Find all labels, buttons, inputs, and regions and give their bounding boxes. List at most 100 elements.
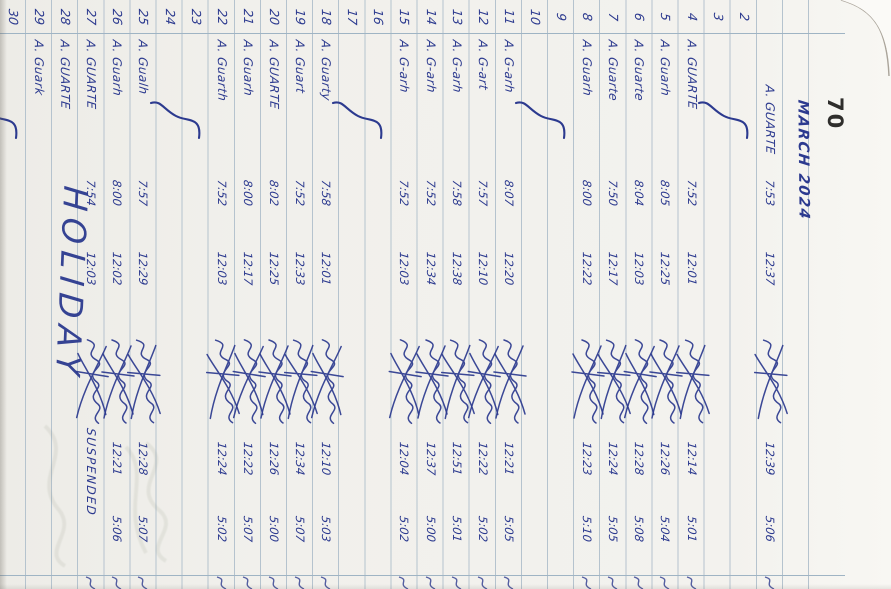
edge-initials-mark: [447, 576, 467, 589]
time-out-noon: 12:03: [397, 251, 412, 286]
employee-name: A. GUARTE: [83, 39, 99, 111]
time-in-am: 8:07: [501, 179, 517, 207]
time-in-pm: 12:28: [632, 441, 647, 476]
page-edge-shadow: [0, 0, 7, 589]
time-in-am: 7:52: [423, 179, 438, 207]
ledger-row: 15 A. G-arh 7:52 12:03 12:04 5:02: [389, 0, 423, 589]
month-header: MARCH 2024: [794, 99, 812, 221]
time-in-am: 8:05: [658, 179, 673, 207]
ledger-row: 26 A. Guarh 8:00 12:02 12:21 5:06: [101, 0, 136, 589]
ledger-row: 13 A. G-arh 7:58 12:38 12:51 5:01: [440, 0, 475, 589]
employee-name: A. Guarh: [240, 39, 256, 97]
ledger-row: 25 A. Gualh 7:57 12:29 12:28 5:07: [127, 0, 162, 589]
employee-name: A. Guarh: [579, 39, 595, 97]
day-number: 9: [554, 12, 570, 22]
ledger-row: 30: [0, 0, 26, 589]
employee-name: A. GUARTE: [266, 39, 282, 111]
time-in-am: 7:52: [397, 179, 412, 207]
ledger-row: 10: [522, 0, 548, 589]
employee-name: A. Guarh: [110, 39, 125, 97]
signature-scribble: [386, 330, 424, 430]
edge-initials-mark: [395, 576, 415, 589]
time-out-noon: 12:17: [606, 251, 621, 286]
time-in-am: 8:00: [110, 179, 125, 207]
employee-name: A. GUARTE: [684, 39, 699, 111]
time-in-pm: 12:24: [606, 441, 621, 476]
signature-scribble: [72, 330, 110, 430]
time-out-noon: 12:37: [762, 251, 778, 286]
day-number: 13: [449, 8, 465, 26]
edge-initials-mark: [134, 576, 154, 589]
signature-scribble: [751, 330, 789, 430]
edge-initials-mark: [603, 576, 623, 589]
employee-name: A. Gualh: [136, 39, 151, 96]
signature-scribble: [673, 330, 711, 430]
time-in-am: 8:02: [266, 179, 282, 207]
time-out-pm: 5:03: [319, 515, 334, 543]
ink-bleedthrough-mark: [21, 420, 81, 570]
signature-scribble: [229, 330, 267, 430]
employee-name: A. G-art: [475, 39, 491, 91]
edge-initials-mark: [760, 576, 780, 589]
ledger-row: 11 A. G-arh 8:07 12:20 12:21 5:05: [493, 0, 527, 589]
time-in-am: 7:57: [475, 179, 490, 207]
rest-day-squiggle: [512, 92, 568, 162]
day-number: 25: [136, 8, 152, 26]
time-out-pm: 5:02: [397, 515, 412, 543]
time-out-noon: 12:01: [319, 251, 334, 286]
time-in-pm: 12:34: [292, 441, 308, 476]
employee-name: A. Guarty: [318, 39, 334, 102]
day-number: 18: [319, 8, 335, 26]
time-out-pm: 5:01: [684, 515, 699, 543]
employee-name: A. Guarh: [658, 39, 673, 97]
ledger-row: 3: [705, 0, 731, 589]
signature-scribble: [281, 330, 319, 430]
day-number: 19: [293, 8, 309, 26]
time-in-pm: 12:26: [658, 441, 673, 476]
signature-scribble: [203, 330, 241, 430]
page-number: 70: [823, 97, 847, 131]
signature-scribble: [125, 330, 163, 430]
time-out-noon: 12:38: [449, 251, 464, 286]
time-out-noon: 12:29: [136, 251, 151, 286]
time-out-noon: 12:33: [292, 251, 308, 286]
edge-initials-mark: [499, 576, 519, 589]
time-out-noon: 12:22: [580, 251, 595, 286]
time-out-pm: 5:07: [240, 515, 256, 543]
time-out-noon: 12:10: [475, 251, 490, 286]
ledger-row: 2: [697, 0, 757, 589]
time-in-pm: 12:22: [475, 441, 490, 476]
day-number: 15: [397, 8, 413, 26]
ledger-row: 20 A. GUARTE 8:02 12:25 12:26 5:00: [258, 0, 292, 589]
edge-initials-mark: [212, 576, 232, 589]
time-in-pm: 12:37: [423, 441, 438, 476]
time-in-am: 7:53: [762, 179, 778, 207]
edge-initials-mark: [682, 576, 702, 589]
time-out-noon: 12:34: [423, 251, 438, 286]
edge-initials-mark: [629, 576, 649, 589]
time-in-pm: 12:22: [240, 441, 256, 476]
time-in-am: 7:58: [319, 179, 334, 207]
employee-name: A. Guarte: [605, 39, 621, 102]
time-in-am: 7:50: [606, 179, 621, 207]
ledger-row: 5 A. Guarh 8:05 12:25 12:26 5:04: [649, 0, 684, 589]
time-out-noon: 12:20: [501, 251, 517, 286]
signature-scribble: [255, 330, 293, 430]
edge-initials-mark: [577, 576, 597, 589]
time-out-noon: 12:03: [632, 251, 647, 286]
ledger-row: 23: [149, 0, 209, 589]
day-number: 26: [110, 8, 126, 26]
time-out-pm: 5:02: [475, 515, 490, 543]
ledger-row: 4 A. GUARTE 7:52 12:01 12:14 5:01: [675, 0, 710, 589]
edge-initials-mark: [656, 576, 676, 589]
signature-scribble: [647, 330, 685, 430]
time-in-am: 8:00: [240, 179, 256, 207]
ledger-row: 19 A. Guart 7:52 12:33 12:34 5:07: [284, 0, 319, 589]
time-out-pm: 5:01: [449, 515, 464, 543]
employee-name: A. G-arh: [501, 39, 517, 94]
day-number: 10: [527, 8, 544, 26]
ledger-row: 18 A. Guarty 7:58 12:01 12:10 5:03: [310, 0, 345, 589]
time-out-pm: 5:00: [423, 515, 438, 543]
page-edge-shadow: [0, 584, 891, 589]
signature-scribble: [412, 330, 450, 430]
